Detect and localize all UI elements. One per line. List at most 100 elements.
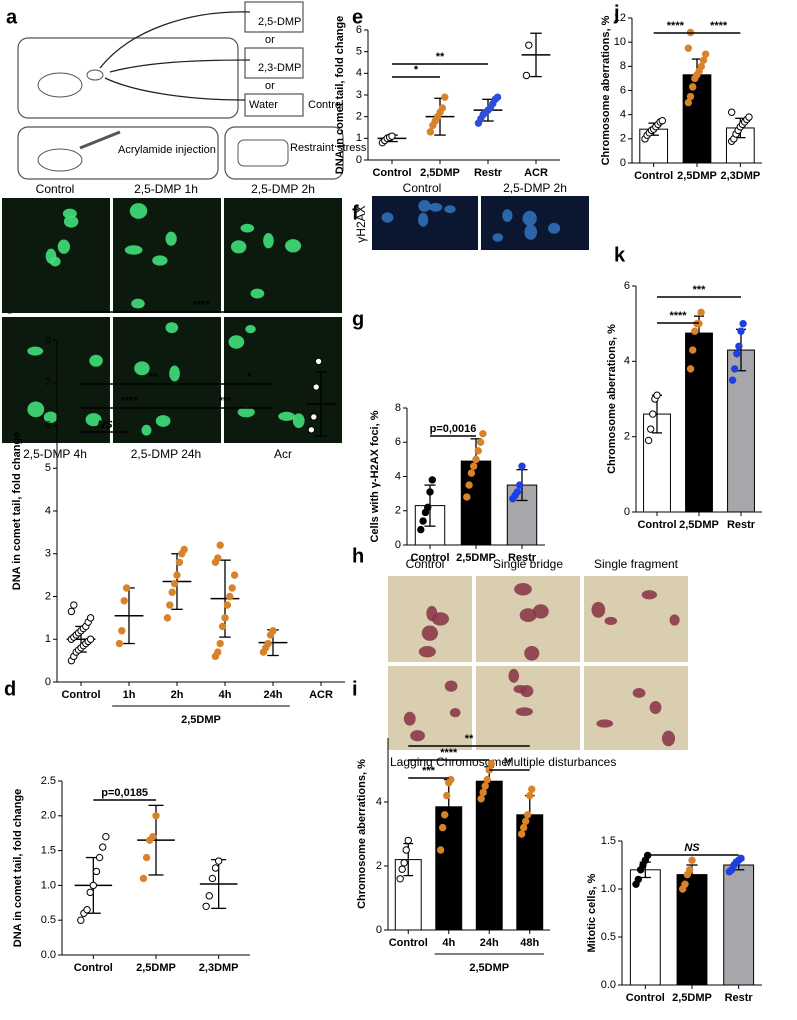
panel-letter: f xyxy=(352,202,359,224)
data-point xyxy=(474,447,482,455)
data-point xyxy=(92,867,101,876)
y-tick-label: 2 xyxy=(356,111,362,123)
x-tick-label: 2,5DMP xyxy=(420,167,460,179)
data-point xyxy=(142,853,151,862)
panel-letter: d xyxy=(4,678,16,700)
x-tick-label: 2,5DMP xyxy=(677,170,717,182)
significance-label: * xyxy=(247,371,252,383)
cage xyxy=(17,37,239,119)
cell xyxy=(165,231,177,246)
data-point xyxy=(522,71,531,80)
data-point xyxy=(697,308,705,317)
y-tick-label: 2 xyxy=(376,860,382,872)
data-point xyxy=(479,429,487,438)
data-point xyxy=(443,791,451,800)
data-point xyxy=(684,44,693,52)
diagram-label: Water xyxy=(249,99,278,111)
image-label: Single bridge xyxy=(493,557,563,571)
cell xyxy=(514,583,532,596)
micrograph xyxy=(388,666,472,750)
data-point xyxy=(173,571,181,579)
y-tick-label: 1.0 xyxy=(41,879,56,891)
data-point xyxy=(307,426,316,434)
cell xyxy=(591,601,606,618)
image-label: 2,5-DMP 4h xyxy=(23,447,87,461)
cell xyxy=(278,411,296,421)
x-tick-label: 2,5DMP xyxy=(136,962,176,974)
image-label: Control xyxy=(403,181,442,195)
y-tick-label: 0.5 xyxy=(601,931,616,943)
x-tick-label: 24h xyxy=(264,689,283,701)
cell xyxy=(669,614,680,626)
data-point xyxy=(739,319,747,328)
significance-label: p=0,0185 xyxy=(101,787,148,799)
x-tick-label: 24h xyxy=(480,937,499,949)
data-point xyxy=(691,327,699,335)
x-tick-label: Restr xyxy=(725,992,754,1004)
x-tick-label: Control xyxy=(634,170,673,182)
cell xyxy=(492,233,504,242)
panel-letter: h xyxy=(352,545,364,567)
data-point xyxy=(436,846,445,854)
data-point xyxy=(737,854,745,862)
panel-letter: k xyxy=(614,244,626,266)
syringe xyxy=(79,130,121,150)
y-axis-label: DNA in comet tail, fold change xyxy=(11,432,23,591)
data-point xyxy=(216,541,224,549)
y-axis-label: Mitotic cells, % xyxy=(586,873,598,952)
micrograph xyxy=(113,198,221,313)
y-tick-label: 6 xyxy=(356,24,362,36)
data-point xyxy=(477,795,485,803)
y-tick-label: 3 xyxy=(45,548,51,560)
y-tick-label: 10 xyxy=(614,36,626,48)
data-point xyxy=(441,93,449,101)
chromosome-images: Control Single bridge Single fragment La… xyxy=(388,557,688,769)
y-tick-label: 6 xyxy=(620,84,626,96)
bottle-box xyxy=(244,47,304,79)
significance-label: * xyxy=(507,757,512,769)
y-tick-label: 2.5 xyxy=(41,775,56,787)
bar xyxy=(629,869,661,986)
data-point xyxy=(312,383,320,391)
data-point xyxy=(77,916,85,924)
image-label: 2,5-DMP 2h xyxy=(503,181,567,195)
cell xyxy=(89,354,103,367)
x-tick-label: Control xyxy=(389,937,428,949)
cell xyxy=(230,240,247,254)
x-tick-label: Control xyxy=(372,167,411,179)
data-point xyxy=(102,832,110,841)
data-point xyxy=(86,635,95,643)
data-point xyxy=(465,481,473,489)
cell xyxy=(418,200,431,212)
cell xyxy=(519,608,537,622)
x-tick-label: Restr xyxy=(508,552,537,564)
micrograph xyxy=(224,198,342,313)
y-tick-label: 2.0 xyxy=(41,810,56,822)
cell xyxy=(513,685,527,694)
diagram-label: Control xyxy=(308,99,343,111)
data-point xyxy=(404,836,412,845)
data-point xyxy=(99,843,107,851)
panel-letter: g xyxy=(352,308,364,330)
x-tick-label: Control xyxy=(61,689,100,701)
x-tick-label: ACR xyxy=(524,167,548,179)
significance-label: NS xyxy=(684,842,700,854)
cell xyxy=(129,203,148,219)
chart: 0 2 4 6 8 Cells with γ-H2AX foci, % Control 2,5… xyxy=(369,402,545,564)
cell xyxy=(596,719,614,728)
arrow xyxy=(99,11,251,101)
y-tick-label: 1 xyxy=(45,633,51,645)
cell xyxy=(57,239,71,254)
data-point xyxy=(745,113,753,121)
cell xyxy=(449,708,461,718)
diagram-label: Restraint stress xyxy=(290,142,367,154)
data-point xyxy=(737,327,745,335)
data-point xyxy=(118,627,126,635)
cell xyxy=(152,255,168,266)
image-label: 2,5-DMP 1h xyxy=(134,182,198,196)
data-point xyxy=(522,817,530,825)
x-tick-label: 2,5DMP xyxy=(679,519,719,531)
data-point xyxy=(483,775,491,784)
restraint-box xyxy=(224,126,344,180)
significance-label: ** xyxy=(465,733,474,745)
